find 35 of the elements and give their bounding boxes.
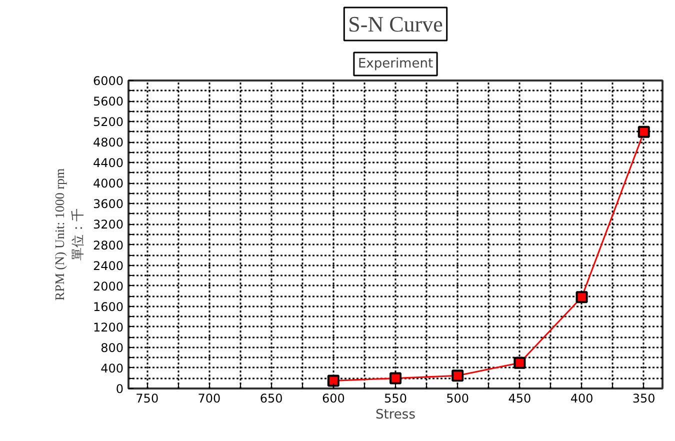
point bbox=[576, 291, 588, 304]
y-tick-label: 4000 bbox=[92, 176, 124, 191]
x-tick-label: 550 bbox=[384, 392, 407, 406]
y-axis-title: RPM (N) Unit: 1000 rpm 單位：千 bbox=[52, 168, 85, 301]
y-tick-label: 4400 bbox=[92, 156, 124, 170]
point bbox=[514, 356, 526, 369]
point bbox=[638, 126, 650, 138]
x-tick-label: 650 bbox=[260, 392, 283, 406]
y-tick-label: 2800 bbox=[92, 238, 124, 252]
y-tick-label: 4800 bbox=[92, 136, 124, 150]
x-tick-label: 400 bbox=[570, 392, 594, 406]
y-tick-label: 2000 bbox=[92, 279, 124, 294]
point bbox=[390, 372, 402, 384]
point bbox=[452, 370, 464, 382]
y-tick-label: 3600 bbox=[92, 197, 124, 212]
chart-subtitle: Experiment bbox=[358, 56, 434, 72]
y-tick-label: 6000 bbox=[92, 74, 124, 88]
x-tick-label: 500 bbox=[446, 392, 470, 406]
x-tick-label: 700 bbox=[198, 392, 221, 406]
y-tick-label: 1200 bbox=[92, 320, 124, 334]
point bbox=[327, 374, 340, 387]
x-tick-label: 600 bbox=[322, 392, 345, 406]
y-tick-label: 5600 bbox=[92, 94, 124, 109]
y-tick-label: 2400 bbox=[92, 258, 124, 273]
y-tick-label: 0 bbox=[116, 382, 124, 396]
x-tick-label: 750 bbox=[136, 392, 159, 406]
x-tick-label: 350 bbox=[632, 392, 656, 406]
y-tick-label: 3200 bbox=[92, 218, 124, 232]
x-tick-label: 450 bbox=[508, 392, 532, 406]
y-tick-label: 400 bbox=[100, 361, 124, 376]
y-tick-label: 5200 bbox=[92, 115, 124, 130]
y-tick-label: 1600 bbox=[92, 300, 124, 314]
chart-title: S-N Curve bbox=[348, 12, 443, 36]
y-tick-label: 800 bbox=[100, 340, 124, 355]
x-axis-title: Stress bbox=[376, 408, 416, 422]
